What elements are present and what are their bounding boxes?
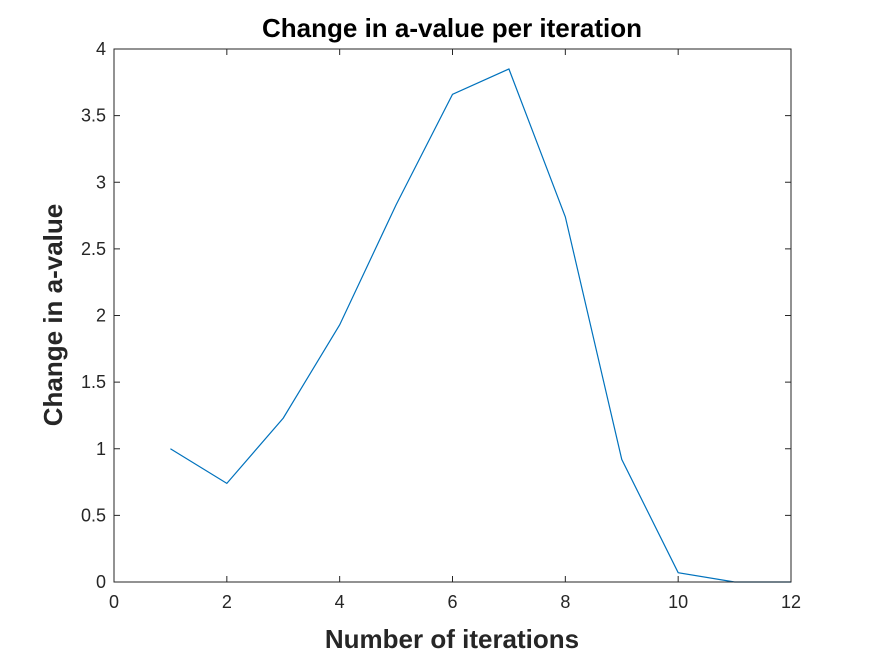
x-tick-label: 10 [668,592,688,612]
y-tick-label: 1 [96,439,106,459]
x-tick-label: 4 [335,592,345,612]
y-axis-ticks: 0 0.5 1 1.5 2 2.5 3 3.5 4 [81,39,791,592]
plot-area-background [114,49,791,582]
y-tick-label: 3.5 [81,106,106,126]
y-tick-label: 1.5 [81,372,106,392]
y-tick-label: 4 [96,39,106,59]
x-axis-ticks: 0 2 4 6 8 10 12 [109,49,801,612]
y-tick-label: 3 [96,172,106,192]
x-tick-label: 6 [447,592,457,612]
y-tick-label: 2 [96,306,106,326]
x-tick-label: 0 [109,592,119,612]
x-tick-label: 12 [781,592,801,612]
x-tick-label: 2 [222,592,232,612]
plot-area-frame [113,48,792,583]
x-axis-label: Number of iterations [325,624,579,654]
y-tick-label: 2.5 [81,239,106,259]
x-tick-label: 8 [560,592,570,612]
data-series-line [170,68,791,583]
chart-title: Change in a-value per iteration [262,13,642,43]
y-axis-label: Change in a-value [38,204,68,427]
y-tick-label: 0.5 [81,505,106,525]
y-tick-label: 0 [96,572,106,592]
